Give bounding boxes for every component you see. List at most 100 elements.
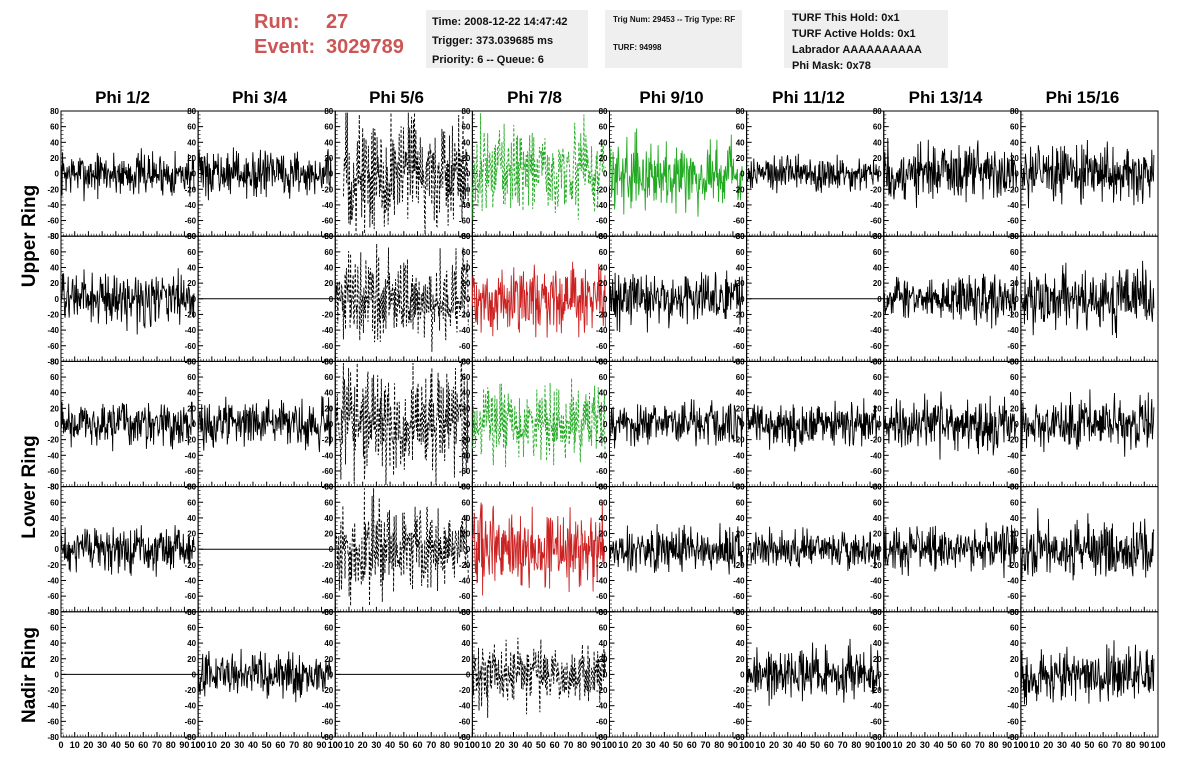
y-tick-label: 40 xyxy=(324,514,333,523)
waveform-trace xyxy=(334,362,469,486)
y-tick-label: 60 xyxy=(599,373,608,382)
y-tick-label: -20 xyxy=(185,686,197,695)
y-tick-label: 20 xyxy=(736,530,745,539)
x-tick-label: 70 xyxy=(975,740,985,750)
y-tick-label: -40 xyxy=(322,577,334,586)
y-tick-label: -80 xyxy=(47,608,59,617)
y-tick-label: -20 xyxy=(596,436,608,445)
y-tick-label: -60 xyxy=(459,717,471,726)
x-tick-label: 60 xyxy=(687,740,697,750)
waveform-trace xyxy=(609,270,743,333)
x-tick-label: 20 xyxy=(358,740,368,750)
y-tick-label: 20 xyxy=(50,154,59,163)
y-tick-label: 80 xyxy=(736,483,745,492)
x-tick-label: 0 xyxy=(1018,740,1023,750)
y-tick-label: 20 xyxy=(1010,530,1019,539)
x-tick-label: 0 xyxy=(58,740,63,750)
y-tick-label: 20 xyxy=(187,655,196,664)
x-tick-label: 70 xyxy=(289,740,299,750)
y-tick-label: 60 xyxy=(873,498,882,507)
y-tick-label: -40 xyxy=(870,201,882,210)
y-tick-label: 0 xyxy=(877,670,882,679)
y-tick-label: 80 xyxy=(461,232,470,241)
y-tick-label: -60 xyxy=(185,717,197,726)
y-tick-label: 40 xyxy=(461,389,470,398)
panel-lower-2-phi-7-8: 80 60 40 20 0 -20 -40 -60 -80 xyxy=(459,483,610,617)
y-tick-label: -20 xyxy=(596,686,608,695)
y-tick-label: -40 xyxy=(596,451,608,460)
y-tick-label: 20 xyxy=(187,530,196,539)
panel-frame xyxy=(471,110,610,237)
x-tick-label: 100 xyxy=(876,740,891,750)
y-tick-label: -60 xyxy=(185,467,197,476)
waveform-trace xyxy=(609,523,743,575)
y-tick-label: 0 xyxy=(329,420,334,429)
y-tick-label: -60 xyxy=(47,467,59,476)
x-tick-label: 90 xyxy=(1139,740,1149,750)
y-tick-label: -40 xyxy=(733,451,745,460)
y-tick-label: 0 xyxy=(466,670,471,679)
y-tick-label: 0 xyxy=(877,170,882,179)
y-tick-label: 60 xyxy=(736,248,745,257)
y-tick-label: -40 xyxy=(870,702,882,711)
waveform-trace xyxy=(746,153,880,194)
y-tick-label: -80 xyxy=(459,608,471,617)
y-tick-label: 0 xyxy=(466,170,471,179)
x-tick-label: 60 xyxy=(824,740,834,750)
x-tick-label: 50 xyxy=(399,740,409,750)
x-tick-label: 30 xyxy=(783,740,793,750)
y-tick-label: 20 xyxy=(1010,655,1019,664)
y-tick-label: -80 xyxy=(185,608,197,617)
x-tick-label: 10 xyxy=(70,740,80,750)
y-tick-label: 60 xyxy=(461,248,470,257)
y-tick-label: 20 xyxy=(736,279,745,288)
y-tick-label: 0 xyxy=(192,670,197,679)
y-tick-label: 20 xyxy=(736,154,745,163)
y-tick-label: -20 xyxy=(870,185,882,194)
y-tick-label: 0 xyxy=(192,295,197,304)
x-tick-label: 70 xyxy=(838,740,848,750)
x-tick-label: 30 xyxy=(234,740,244,750)
y-tick-label: 80 xyxy=(461,608,470,617)
y-tick-label: 0 xyxy=(192,170,197,179)
y-tick-label: -40 xyxy=(870,326,882,335)
y-tick-label: -80 xyxy=(322,232,334,241)
y-tick-label: 80 xyxy=(599,357,608,366)
y-tick-label: 40 xyxy=(599,389,608,398)
x-tick-label: 80 xyxy=(851,740,861,750)
x-tick-label: 50 xyxy=(262,740,272,750)
x-tick-label: 90 xyxy=(454,740,464,750)
y-tick-label: -40 xyxy=(459,702,471,711)
panel-upper-1-phi-7-8: 80 60 40 20 0 -20 -40 -60 -80 xyxy=(459,107,610,241)
y-tick-label: -40 xyxy=(870,577,882,586)
column-title-phi-5-6: Phi 5/6 xyxy=(369,88,424,107)
y-tick-label: 40 xyxy=(461,138,470,147)
x-tick-label: 80 xyxy=(166,740,176,750)
x-tick-label: 0 xyxy=(881,740,886,750)
column-title-phi-1-2: Phi 1/2 xyxy=(95,88,150,107)
y-tick-label: 80 xyxy=(873,357,882,366)
y-tick-label: 0 xyxy=(740,170,745,179)
waveform-trace xyxy=(883,522,1018,579)
y-tick-label: -80 xyxy=(870,232,882,241)
y-tick-label: 80 xyxy=(461,107,470,116)
x-tick-label: 80 xyxy=(303,740,313,750)
y-tick-label: -40 xyxy=(47,326,59,335)
y-tick-label: 20 xyxy=(873,404,882,413)
waveform-trace xyxy=(197,147,332,201)
y-tick-label: -20 xyxy=(596,561,608,570)
y-tick-label: 60 xyxy=(736,623,745,632)
waveform-trace xyxy=(609,128,743,217)
y-tick-label: 20 xyxy=(50,404,59,413)
y-tick-label: 80 xyxy=(1010,608,1019,617)
y-tick-label: 0 xyxy=(603,420,608,429)
y-tick-label: 20 xyxy=(187,279,196,288)
panel-lower-2-phi-15-16: 80 60 40 20 0 -20 -40 -60 -80 xyxy=(1007,483,1159,617)
x-tick-label: 30 xyxy=(646,740,656,750)
waveform-trace xyxy=(883,391,1018,460)
waveform-trace xyxy=(197,395,332,453)
x-tick-label: 40 xyxy=(248,740,258,750)
